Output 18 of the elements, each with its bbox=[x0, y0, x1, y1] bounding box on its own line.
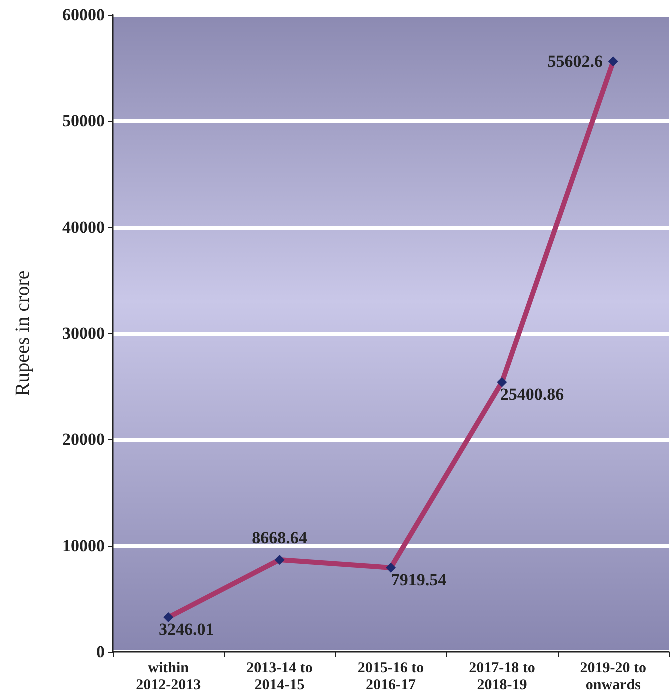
y-tick-label: 50000 bbox=[62, 112, 105, 131]
y-tick-label: 30000 bbox=[62, 324, 105, 343]
x-tick-label: within 2012-2013 bbox=[136, 660, 202, 694]
data-label: 55602.6 bbox=[548, 52, 604, 72]
y-tick-label: 20000 bbox=[62, 430, 105, 450]
y-axis-title: Rupees in crore bbox=[12, 270, 34, 396]
data-label: 7919.54 bbox=[391, 570, 448, 590]
x-tick-label: 2013-14 to 2014-15 bbox=[246, 660, 313, 694]
y-tick-label: 60000 bbox=[62, 6, 105, 24]
x-tick-label: 2017-18 to 2018-19 bbox=[469, 660, 536, 694]
data-label: 8668.64 bbox=[252, 528, 308, 548]
y-tick-label: 10000 bbox=[62, 536, 105, 556]
x-tick-label: 2019-20 to onwards bbox=[580, 660, 647, 694]
y-tick-label: 40000 bbox=[62, 218, 105, 237]
data-label: 25400.86 bbox=[500, 384, 564, 404]
data-label: 3246.01 bbox=[158, 620, 214, 640]
y-tick-label: 0 bbox=[96, 642, 105, 662]
x-tick-label: 2015-16 to 2016-17 bbox=[358, 660, 424, 694]
